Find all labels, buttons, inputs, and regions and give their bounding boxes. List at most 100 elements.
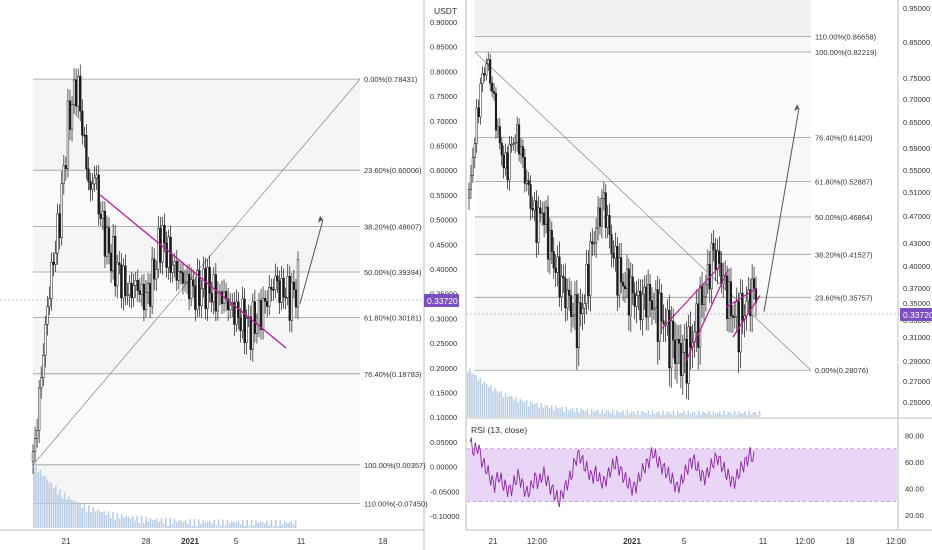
right-fib-label: 23.60%(0.35757) <box>815 293 873 302</box>
right-volume-bar <box>557 408 559 417</box>
left-candle-body <box>169 236 172 273</box>
right-volume-bar <box>500 391 503 417</box>
left-volume-bar <box>37 472 39 528</box>
left-volume-bar <box>191 525 193 528</box>
left-x-tick-label: 21 <box>62 537 71 546</box>
right-volume-bar <box>506 397 509 417</box>
right-volume-bar <box>666 411 668 417</box>
left-volume-bar <box>204 522 207 528</box>
left-volume-bar <box>253 524 255 528</box>
left-candle-body <box>266 301 269 307</box>
right-candle-body <box>535 200 538 243</box>
right-candle-body <box>706 264 709 285</box>
left-volume-bar <box>63 492 66 528</box>
left-volume-bar <box>255 520 257 528</box>
right-volume-bar <box>588 414 591 417</box>
right-volume-bar <box>504 392 507 417</box>
left-volume-bar <box>55 485 57 528</box>
left-candle-body <box>227 298 230 311</box>
right-candle-body <box>498 126 501 144</box>
right-volume-bar <box>651 410 654 417</box>
left-y-tick-label: 0.45000 <box>430 240 457 249</box>
rsi-y-tick-label: 40.00 <box>905 484 924 493</box>
left-candle-body <box>239 317 242 331</box>
right-candle-body <box>533 200 536 211</box>
left-fib-label: 100.00%(0.00357) <box>364 461 426 470</box>
right-candle-body <box>733 316 736 319</box>
left-candle-body <box>134 280 137 286</box>
left-candle-body <box>105 227 109 257</box>
left-candle-body <box>214 274 217 312</box>
right-fib-zone <box>475 0 811 37</box>
left-volume-bar <box>209 520 211 528</box>
right-candle-body <box>583 303 586 309</box>
right-candle-body <box>479 83 482 118</box>
right-volume-bar <box>729 412 731 417</box>
left-candle-body <box>253 301 257 334</box>
left-y-tick-label: 0.85000 <box>430 43 457 52</box>
right-y-tick-label: 0.35000 <box>903 299 930 308</box>
right-candle-body <box>514 142 517 145</box>
left-candle-body <box>150 258 154 307</box>
left-volume-bar <box>180 520 182 528</box>
left-current-price-badge <box>424 294 459 307</box>
right-volume-bar <box>477 380 479 417</box>
left-volume-bar <box>248 526 251 528</box>
right-volume-bar <box>475 374 477 417</box>
left-candle-body <box>173 261 176 266</box>
left-candle-body <box>206 267 209 309</box>
left-candle-body <box>68 100 72 130</box>
right-y-tick-label: 0.29000 <box>903 357 930 366</box>
right-volume-bar <box>653 413 656 417</box>
left-fib-zone <box>33 170 360 227</box>
left-volume-bar <box>215 525 218 528</box>
right-volume-bar <box>546 405 549 417</box>
left-volume-bar <box>244 526 246 528</box>
right-candle-body <box>525 180 528 184</box>
right-volume-bar <box>702 411 704 417</box>
left-volume-bar <box>239 524 242 528</box>
right-channel-lower-line <box>685 269 729 362</box>
left-volume-bar <box>39 469 42 528</box>
left-volume-bar <box>149 518 152 528</box>
left-volume-bar <box>83 503 86 528</box>
left-candle-body <box>155 268 158 280</box>
right-volume-bar <box>532 404 534 417</box>
right-candle-body <box>749 289 752 316</box>
left-volume-bar <box>110 517 112 528</box>
right-volume-bar <box>578 412 580 417</box>
right-projection-arrowhead <box>794 104 799 112</box>
right-volume-bar <box>687 410 689 417</box>
right-volume-bar <box>599 413 601 417</box>
left-candle-body <box>122 265 125 299</box>
right-candle-body <box>506 152 509 181</box>
left-volume-bar <box>169 518 171 528</box>
right-volume-bar <box>668 412 671 417</box>
right-x-tick-label: 11 <box>759 537 768 546</box>
left-volume-bar <box>96 509 99 528</box>
left-volume-bar <box>211 523 213 528</box>
right-candle-body <box>672 320 675 341</box>
right-volume-bar <box>542 407 545 417</box>
right-candle-body <box>485 63 488 76</box>
right-fib-label: 110.00%(0.86658) <box>815 32 877 41</box>
left-volume-bar <box>162 523 165 528</box>
right-volume-bar <box>595 410 597 417</box>
left-candle-body <box>70 104 74 130</box>
left-volume-bar <box>290 521 292 528</box>
left-candle-body <box>241 298 244 331</box>
left-candle-body <box>163 225 166 244</box>
right-candle-body <box>685 338 688 384</box>
left-volume-bar <box>171 523 174 528</box>
right-candle-body <box>701 285 704 305</box>
left-y-tick-label: -0.05000 <box>430 487 460 496</box>
right-candle-body <box>492 91 496 94</box>
left-fib-zone <box>33 317 360 374</box>
left-volume-bar <box>147 521 149 528</box>
right-candle-body <box>604 192 607 228</box>
right-volume-bar <box>649 415 652 417</box>
right-volume-bar <box>525 400 528 417</box>
right-candle-body <box>622 281 625 287</box>
left-candle-body <box>171 264 174 273</box>
right-candle-body <box>623 285 627 290</box>
